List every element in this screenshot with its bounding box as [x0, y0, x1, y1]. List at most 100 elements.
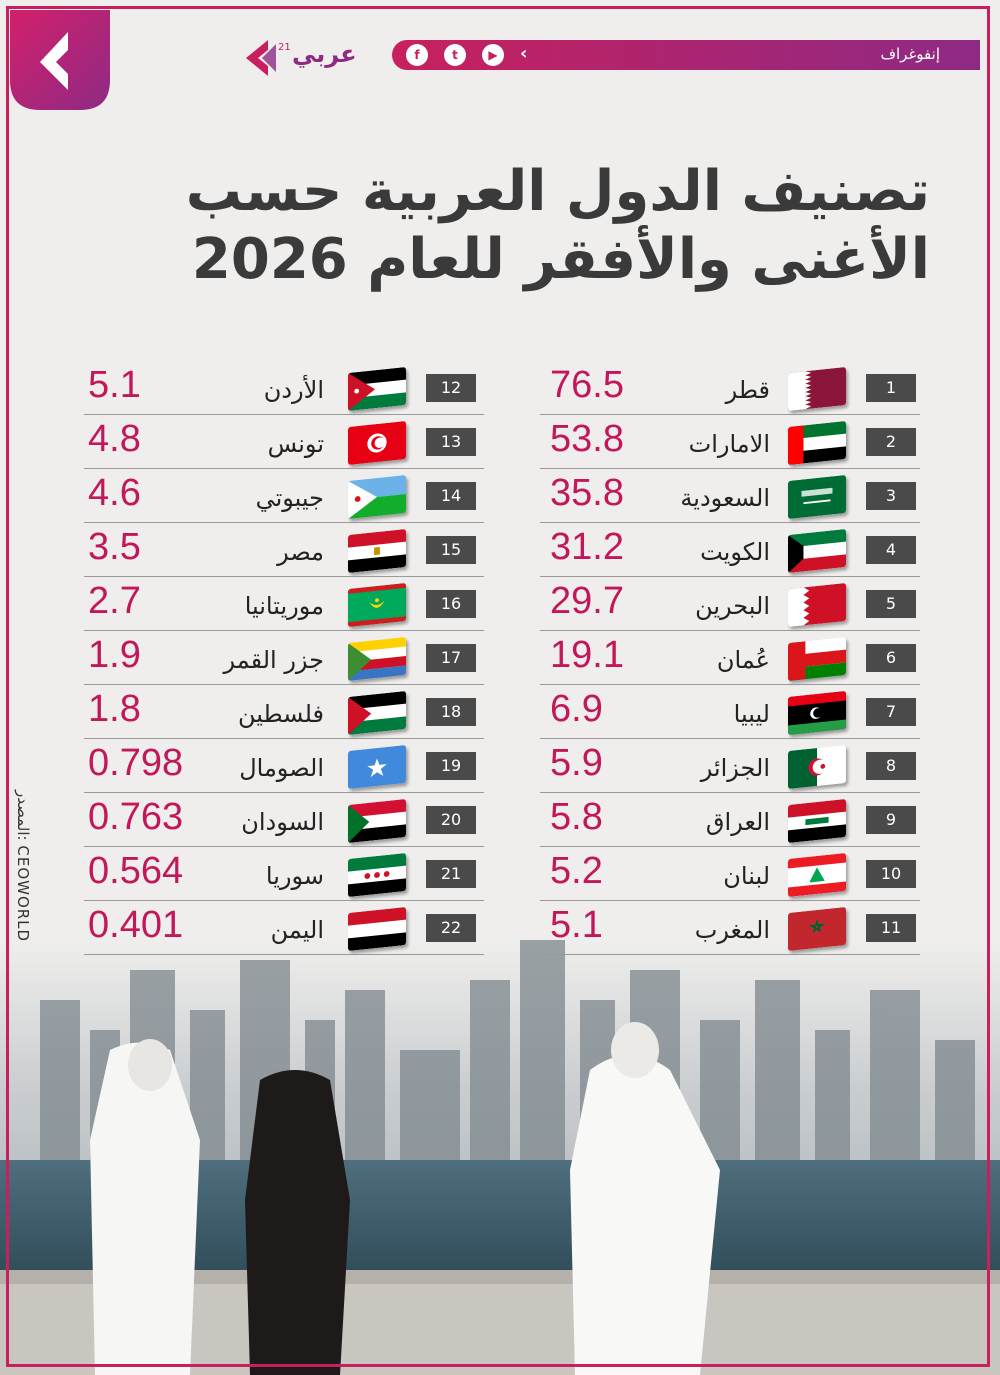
ranking-row: 19 الصومال 0.798 [84, 742, 484, 800]
country-name: لبنان [723, 862, 770, 890]
kuwait-flag-icon [788, 528, 846, 574]
rank-badge: 22 [426, 914, 476, 942]
saudi-flag-icon [788, 474, 846, 520]
country-name: الأردن [263, 376, 324, 404]
qatar-flag-icon [788, 366, 846, 412]
row-divider [84, 522, 484, 523]
gdp-value: 5.9 [550, 742, 603, 784]
source-note: المصدر: CEOWORLD [12, 790, 36, 970]
country-name: فلسطين [237, 700, 324, 728]
gdp-value: 31.2 [550, 526, 624, 568]
gdp-value: 2.7 [88, 580, 141, 622]
country-name: الصومال [239, 754, 324, 782]
ranking-row: 20 السودان 0.763 [84, 796, 484, 854]
twitter-icon[interactable]: t [444, 44, 466, 66]
row-divider [84, 630, 484, 631]
country-name: جيبوتي [255, 484, 324, 512]
ranking-row: 1 قطر 76.5 [540, 364, 920, 422]
rank-badge: 5 [866, 590, 916, 618]
country-name: المغرب [694, 916, 770, 944]
egypt-flag-icon [348, 528, 406, 574]
ranking-row: 16 موريتانيا 2.7 [84, 580, 484, 638]
row-divider [84, 954, 484, 955]
ranking-row: 11 المغرب 5.1 [540, 904, 920, 962]
gdp-value: 0.763 [88, 796, 184, 838]
morocco-flag-icon [788, 906, 846, 952]
ranking-row: 14 جيبوتي 4.6 [84, 472, 484, 530]
ranking-row: 22 اليمن 0.401 [84, 904, 484, 962]
gdp-value: 76.5 [550, 364, 624, 406]
gdp-value: 29.7 [550, 580, 624, 622]
title-line-2: الأغنى والأفقر للعام 2026 [191, 227, 930, 292]
country-name: السودان [241, 808, 324, 836]
row-divider [540, 468, 920, 469]
sudan-flag-icon [348, 798, 406, 844]
page-title: تصنيف الدول العربية حسب الأغنى والأفقر ل… [110, 158, 930, 294]
gdp-value: 0.564 [88, 850, 184, 892]
country-name: مصر [277, 538, 324, 566]
country-name: البحرين [695, 592, 770, 620]
people-silhouettes [90, 1022, 720, 1375]
row-divider [540, 846, 920, 847]
rank-badge: 15 [426, 536, 476, 564]
uae-flag-icon [788, 420, 846, 466]
country-name: الكويت [700, 538, 770, 566]
gdp-value: 5.8 [550, 796, 603, 838]
gdp-value: 1.9 [88, 634, 141, 676]
syria-flag-icon [348, 852, 406, 898]
djibouti-flag-icon [348, 474, 406, 520]
doha-skyline-photo [0, 940, 1000, 1375]
gdp-value: 4.8 [88, 418, 141, 460]
yemen-flag-icon [348, 906, 406, 952]
youtube-icon[interactable]: ▶ [482, 44, 504, 66]
arabi21-icon[interactable]: ‹ [520, 43, 528, 64]
rank-badge: 3 [866, 482, 916, 510]
gdp-value: 5.1 [550, 904, 603, 946]
row-divider [540, 954, 920, 955]
gdp-value: 0.401 [88, 904, 184, 946]
row-divider [540, 522, 920, 523]
ranking-row: 8 الجزائر 5.9 [540, 742, 920, 800]
gdp-value: 5.1 [88, 364, 141, 406]
tunisia-flag-icon [348, 420, 406, 466]
rank-badge: 10 [866, 860, 916, 888]
algeria-flag-icon [788, 744, 846, 790]
rank-badge: 12 [426, 374, 476, 402]
brand-superscript: 21 [278, 42, 291, 53]
ranking-row: 18 فلسطين 1.8 [84, 688, 484, 746]
palestine-flag-icon [348, 690, 406, 736]
rank-badge: 13 [426, 428, 476, 456]
ranking-row: 15 مصر 3.5 [84, 526, 484, 584]
gdp-value: 6.9 [550, 688, 603, 730]
row-divider [540, 630, 920, 631]
row-divider [84, 468, 484, 469]
somalia-flag-icon [348, 744, 406, 790]
ranking-row: 3 السعودية 35.8 [540, 472, 920, 530]
rank-badge: 1 [866, 374, 916, 402]
row-divider [84, 846, 484, 847]
rank-badge: 8 [866, 752, 916, 780]
gdp-value: 0.798 [88, 742, 184, 784]
row-divider [540, 792, 920, 793]
gdp-value: 5.2 [550, 850, 603, 892]
country-name: السعودية [680, 484, 770, 512]
row-divider [84, 576, 484, 577]
row-divider [84, 900, 484, 901]
country-name: تونس [267, 430, 324, 458]
facebook-icon[interactable]: f [406, 44, 428, 66]
libya-flag-icon [788, 690, 846, 736]
row-divider [84, 414, 484, 415]
ranking-row: 12 الأردن 5.1 [84, 364, 484, 422]
comoros-flag-icon [348, 636, 406, 682]
gdp-value: 35.8 [550, 472, 624, 514]
ranking-row: 6 عُمان 19.1 [540, 634, 920, 692]
ranking-row: 13 تونس 4.8 [84, 418, 484, 476]
country-name: ليبيا [733, 700, 770, 728]
gdp-value: 53.8 [550, 418, 624, 460]
row-divider [540, 414, 920, 415]
rank-badge: 7 [866, 698, 916, 726]
country-name: العراق [705, 808, 770, 836]
top-bar: f t ▶ ‹ إنفوغراف [392, 40, 980, 70]
brand-word: عربي [292, 40, 357, 68]
rank-badge: 6 [866, 644, 916, 672]
